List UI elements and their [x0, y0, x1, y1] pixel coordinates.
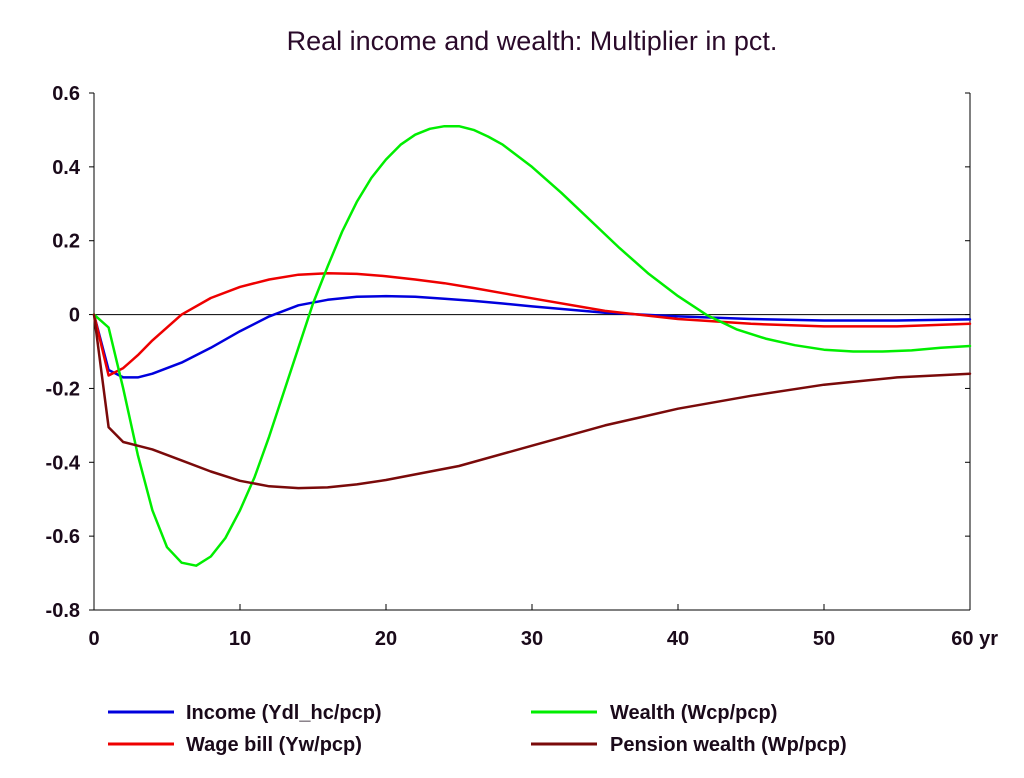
x-tick-label: 10: [229, 628, 251, 650]
y-tick-label: -0.4: [46, 452, 81, 474]
series-line-1: [92, 294, 972, 379]
x-tick-label: 0: [88, 628, 99, 650]
y-tick-label: 0.2: [52, 231, 80, 253]
legend: Income (Ydl_hc/pcp) Wage bill (Yw/pcp) Wea…: [108, 702, 847, 756]
legend-label: Wage bill (Yw/pcp): [186, 734, 362, 756]
chart-title: Real income and wealth: Multiplier in pc…: [287, 26, 778, 56]
x-tick-label: 20: [375, 628, 397, 650]
series-line-2: [92, 271, 972, 377]
y-tick-label: 0.4: [52, 157, 81, 179]
y-axis: 0.6 0.4 0.2 0 -0.2 -0.4 -0.6 -0.8: [46, 83, 970, 622]
legend-label: Income (Ydl_hc/pcp): [186, 702, 382, 724]
series-line-3: [92, 124, 972, 567]
y-tick-label: 0.6: [52, 83, 80, 105]
y-tick-label: -0.6: [46, 526, 80, 548]
x-axis: 0 10 20 30 40 50 60 yr: [88, 604, 998, 650]
y-tick-label: -0.2: [46, 378, 80, 400]
x-tick-label: 60 yr: [951, 628, 998, 650]
legend-label: Pension wealth (Wp/pcp): [610, 734, 847, 756]
y-tick-label: 0: [69, 305, 80, 327]
x-tick-label: 40: [667, 628, 689, 650]
x-tick-label: 50: [813, 628, 835, 650]
series-group: [92, 124, 972, 567]
x-tick-label: 30: [521, 628, 543, 650]
legend-label: Wealth (Wcp/pcp): [610, 702, 777, 724]
y-tick-label: -0.8: [46, 600, 80, 622]
series-line-4: [92, 313, 972, 490]
